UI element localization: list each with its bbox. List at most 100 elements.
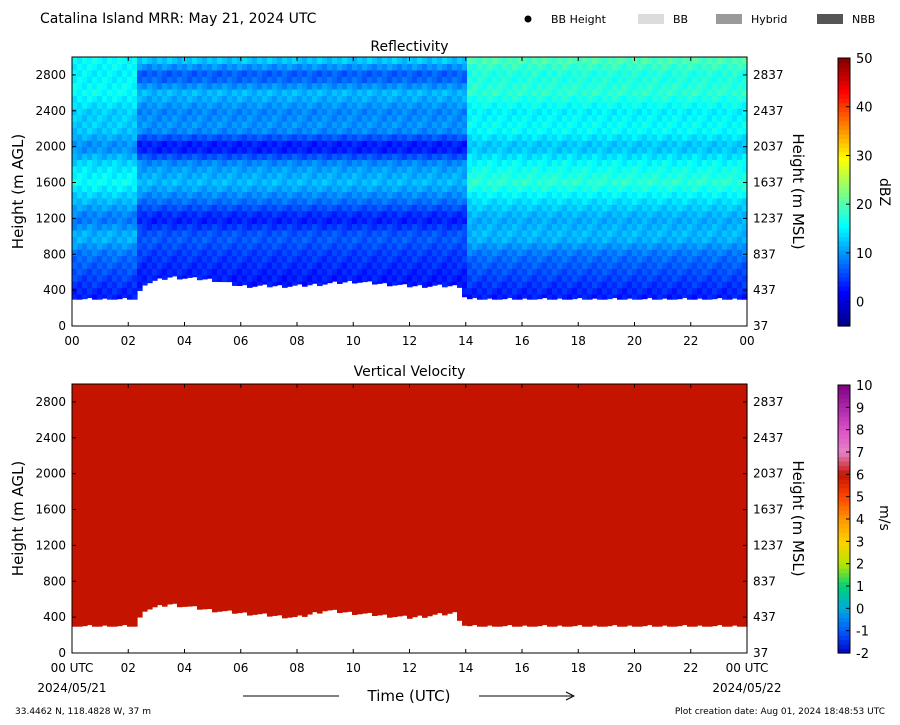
- heatmap-cell: [207, 69, 213, 77]
- heatmap-cell: [312, 153, 318, 161]
- heatmap-cell: [322, 101, 328, 109]
- heatmap-cell: [687, 89, 693, 97]
- heatmap-cell: [77, 204, 83, 212]
- heatmap-cell: [702, 249, 708, 257]
- heatmap-cell: [197, 95, 203, 103]
- heatmap-cell: [432, 242, 438, 250]
- heatmap-cell: [212, 76, 218, 84]
- heatmap-cell: [317, 133, 323, 141]
- heatmap-cell: [472, 274, 478, 282]
- heatmap-cell: [577, 236, 583, 244]
- heatmap-cell: [492, 229, 498, 237]
- heatmap-cell: [212, 159, 218, 167]
- heatmap-cell: [447, 63, 453, 71]
- heatmap-cell: [447, 95, 453, 103]
- heatmap-cell: [272, 127, 278, 135]
- heatmap-cell: [577, 229, 583, 237]
- heatmap-cell: [542, 197, 548, 205]
- heatmap-cell: [112, 255, 118, 263]
- heatmap-cell: [642, 165, 648, 173]
- heatmap-cell: [677, 127, 683, 135]
- heatmap-cell: [482, 165, 488, 173]
- heatmap-cell: [612, 204, 618, 212]
- heatmap-cell: [657, 255, 663, 263]
- heatmap-cell: [547, 229, 553, 237]
- heatmap-cell: [92, 236, 98, 244]
- heatmap-cell: [717, 249, 723, 257]
- heatmap-cell: [122, 210, 128, 218]
- heatmap-cell: [227, 268, 233, 276]
- heatmap-cell: [392, 268, 398, 276]
- heatmap-cell: [647, 204, 653, 212]
- heatmap-cell: [317, 210, 323, 218]
- heatmap-cell: [132, 223, 138, 231]
- heatmap-cell: [732, 76, 738, 84]
- heatmap-cell: [737, 287, 743, 295]
- heatmap-cell: [707, 178, 713, 186]
- heatmap-cell: [547, 249, 553, 257]
- heatmap-cell: [442, 268, 448, 276]
- heatmap-cell: [687, 108, 693, 116]
- heatmap-cell: [167, 69, 173, 77]
- heatmap-cell: [667, 178, 673, 186]
- heatmap-cell: [317, 121, 323, 129]
- heatmap-cell: [467, 236, 473, 244]
- heatmap-cell: [432, 101, 438, 109]
- heatmap-cell: [637, 165, 643, 173]
- heatmap-cell: [702, 127, 708, 135]
- heatmap-cell: [127, 108, 133, 116]
- heatmap-cell: [192, 146, 198, 154]
- heatmap-cell: [302, 178, 308, 186]
- heatmap-cell: [607, 281, 613, 289]
- heatmap-cell: [442, 114, 448, 122]
- heatmap-cell: [267, 242, 273, 250]
- heatmap-cell: [607, 89, 613, 97]
- heatmap-cell: [557, 249, 563, 257]
- heatmap-cell: [447, 255, 453, 263]
- heatmap-cell: [77, 242, 83, 250]
- heatmap-cell: [212, 210, 218, 218]
- heatmap-cell: [632, 76, 638, 84]
- heatmap-cell: [647, 69, 653, 77]
- heatmap-cell: [107, 268, 113, 276]
- heatmap-cell: [77, 82, 83, 90]
- heatmap-cell: [412, 223, 418, 231]
- heatmap-cell: [297, 217, 303, 225]
- heatmap-cell: [297, 223, 303, 231]
- heatmap-cell: [487, 57, 493, 64]
- heatmap-cell: [202, 63, 208, 71]
- heatmap-cell: [432, 146, 438, 154]
- heatmap-cell: [592, 185, 598, 193]
- heatmap-cell: [617, 210, 623, 218]
- heatmap-cell: [552, 197, 558, 205]
- heatmap-cell: [187, 229, 193, 237]
- heatmap-cell: [382, 121, 388, 129]
- heatmap-cell: [127, 159, 133, 167]
- heatmap-cell: [732, 95, 738, 103]
- heatmap-cell: [87, 268, 93, 276]
- heatmap-cell: [652, 197, 658, 205]
- heatmap-cell: [357, 178, 363, 186]
- heatmap-cell: [132, 217, 138, 225]
- heatmap-cell: [202, 76, 208, 84]
- heatmap-cell: [387, 185, 393, 193]
- heatmap-cell: [697, 293, 703, 299]
- heatmap-cell: [447, 217, 453, 225]
- heatmap-cell: [102, 210, 108, 218]
- heatmap-cell: [702, 197, 708, 205]
- heatmap-cell: [697, 140, 703, 148]
- heatmap-cell: [487, 210, 493, 218]
- heatmap-cell: [77, 114, 83, 122]
- heatmap-cell: [347, 268, 353, 276]
- heatmap-cell: [327, 146, 333, 154]
- heatmap-cell: [367, 268, 373, 276]
- heatmap-cell: [92, 249, 98, 257]
- heatmap-cell: [367, 210, 373, 218]
- heatmap-cell: [642, 140, 648, 148]
- heatmap-cell: [527, 114, 533, 122]
- heatmap-cell: [522, 146, 528, 154]
- heatmap-cell: [342, 178, 348, 186]
- heatmap-cell: [327, 63, 333, 71]
- heatmap-cell: [482, 140, 488, 148]
- heatmap-cell: [412, 140, 418, 148]
